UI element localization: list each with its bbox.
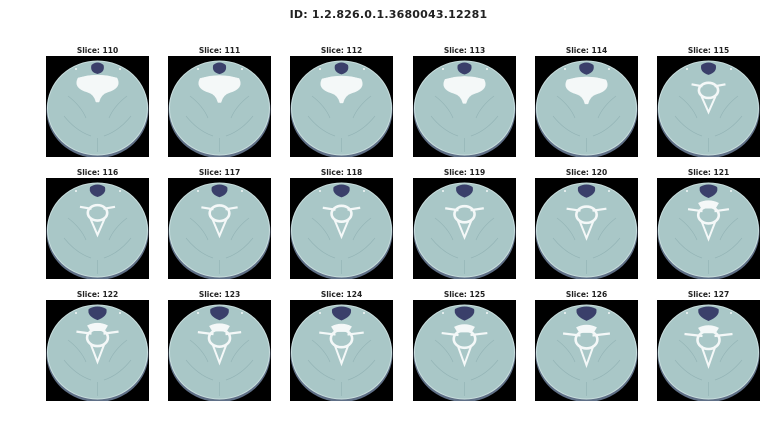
slice-label: Slice: 120 [565,168,608,177]
slice-label: Slice: 121 [687,168,730,177]
ct-slice-image [168,56,271,157]
slice-panel: Slice: 116 [46,168,149,279]
ct-slice-image [535,178,638,279]
slice-label: Slice: 112 [320,46,363,55]
slice-label: Slice: 118 [320,168,363,177]
slice-panel: Slice: 113 [413,46,516,157]
ct-slice-image [46,300,149,401]
slice-panel: Slice: 122 [46,290,149,401]
slice-panel: Slice: 110 [46,46,149,157]
slice-panel: Slice: 121 [657,168,760,279]
ct-slice-image [413,178,516,279]
slice-label: Slice: 126 [565,290,608,299]
ct-slice-image [290,178,393,279]
slice-panel: Slice: 124 [290,290,393,401]
slice-label: Slice: 127 [687,290,730,299]
slice-label: Slice: 116 [76,168,119,177]
slice-label: Slice: 113 [443,46,486,55]
slice-label: Slice: 124 [320,290,363,299]
ct-slice-image [46,56,149,157]
slice-panel: Slice: 111 [168,46,271,157]
slice-label: Slice: 114 [565,46,608,55]
slice-panel: Slice: 115 [657,46,760,157]
slice-label: Slice: 111 [198,46,241,55]
slice-panel: Slice: 125 [413,290,516,401]
figure-title: ID: 1.2.826.0.1.3680043.12281 [289,8,488,21]
slice-panel: Slice: 118 [290,168,393,279]
slice-panel: Slice: 117 [168,168,271,279]
slice-label: Slice: 123 [198,290,241,299]
ct-slice-image [413,300,516,401]
slice-panel: Slice: 126 [535,290,638,401]
ct-slice-image [413,56,516,157]
slice-panel: Slice: 120 [535,168,638,279]
slice-label: Slice: 117 [198,168,241,177]
slice-label: Slice: 115 [687,46,730,55]
ct-slice-image [290,56,393,157]
ct-slice-image [657,300,760,401]
slice-panel: Slice: 119 [413,168,516,279]
ct-slice-image [46,178,149,279]
slice-label: Slice: 110 [76,46,119,55]
ct-slice-image [657,178,760,279]
ct-slice-image [657,56,760,157]
ct-slice-image [168,178,271,279]
slice-label: Slice: 122 [76,290,119,299]
slice-label: Slice: 119 [443,168,486,177]
ct-slice-image [535,56,638,157]
slice-panel: Slice: 123 [168,290,271,401]
ct-slice-image [290,300,393,401]
ct-slice-image [168,300,271,401]
slice-panel: Slice: 127 [657,290,760,401]
slice-label: Slice: 125 [443,290,486,299]
ct-slice-image [535,300,638,401]
slice-panel: Slice: 114 [535,46,638,157]
slice-panel: Slice: 112 [290,46,393,157]
